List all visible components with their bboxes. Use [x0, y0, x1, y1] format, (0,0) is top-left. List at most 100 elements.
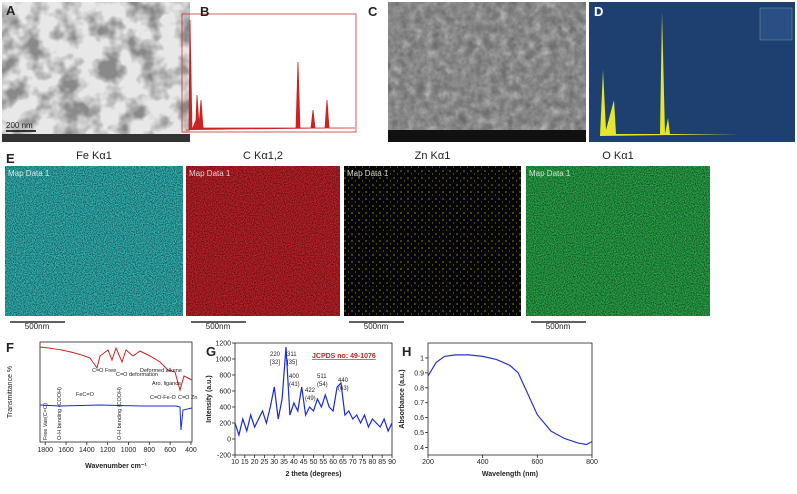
- map-title: O Kα1: [602, 150, 633, 162]
- map-caption: Map Data 1: [189, 169, 231, 178]
- scale-label: 500nm: [546, 322, 571, 331]
- x-tick-label: 400: [477, 459, 489, 466]
- scale-label: 500nm: [364, 322, 389, 331]
- x-tick-label: 200: [422, 459, 434, 466]
- map-caption: Map Data 1: [347, 169, 389, 178]
- x-tick-label: 1000: [121, 447, 137, 454]
- y-axis-label: Absorbance (a.u.): [399, 369, 406, 428]
- peak-label: 311: [287, 352, 297, 358]
- map-title: C Kα1,2: [243, 150, 283, 162]
- map-dots: [344, 166, 521, 316]
- map-caption: Map Data 1: [529, 169, 571, 178]
- plot-frame: [39, 341, 193, 443]
- x-tick-label: 80: [368, 459, 376, 466]
- annotation: Aro. ligands: [152, 381, 181, 387]
- info-bar: [388, 130, 586, 142]
- x-tick-label: 85: [378, 459, 386, 466]
- peak-label: 511: [317, 374, 327, 380]
- y-tick-label: 1000: [215, 357, 231, 364]
- peak-label: (49): [305, 396, 316, 402]
- y-tick-label: 0.6: [414, 415, 424, 422]
- x-tick-label: 1200: [100, 447, 116, 454]
- y-tick-label: 0: [227, 437, 231, 444]
- eds-frame: [181, 13, 357, 133]
- y-tick-label: 0.4: [414, 445, 424, 452]
- scale-label: 200 nm: [6, 121, 33, 130]
- x-tick-label: 800: [586, 459, 598, 466]
- y-tick-label: 0.8: [414, 385, 424, 392]
- peak-label: 400: [289, 374, 300, 380]
- annotation: O-H bending (COOH): [117, 387, 123, 440]
- panel-label: A: [6, 3, 16, 18]
- peak-label: 220: [270, 352, 281, 358]
- map-texture: [5, 166, 183, 316]
- plot-frame: [427, 342, 593, 456]
- x-tick-label: 50: [310, 459, 318, 466]
- x-tick-label: 35: [280, 459, 288, 466]
- eds-spectrum: [186, 19, 355, 131]
- y-tick-label: 1200: [215, 341, 231, 348]
- peak-label: (41): [289, 382, 300, 388]
- y-tick-label: 200: [219, 421, 231, 428]
- ftir-curve: [39, 346, 193, 392]
- map-title: Fe Kα1: [76, 150, 112, 162]
- y-tick-label: 800: [219, 373, 231, 380]
- info-bar: [2, 134, 190, 142]
- panel-label: F: [6, 340, 14, 355]
- x-tick-label: 65: [339, 459, 347, 466]
- y-tick-label: 0.5: [414, 430, 424, 437]
- x-tick-label: 10: [231, 459, 239, 466]
- x-tick-label: 40: [290, 459, 298, 466]
- x-tick-label: 20: [251, 459, 259, 466]
- x-tick-label: 60: [329, 459, 337, 466]
- map-title: Zn Kα1: [415, 150, 451, 162]
- y-axis-label: Transmittance %: [7, 366, 14, 418]
- annotation: C=O deformation: [116, 372, 158, 378]
- peak-label: 422: [305, 388, 316, 394]
- ftir-curve: [39, 404, 193, 431]
- annotation: FeC=O: [76, 392, 95, 398]
- sem-texture: [388, 2, 586, 130]
- tem-texture: [2, 2, 190, 134]
- panel-label: G: [206, 344, 216, 359]
- eds-panel: [193, 2, 385, 142]
- y-tick-label: 0.7: [414, 400, 424, 407]
- map-texture: [526, 166, 710, 316]
- panel-label: C: [368, 4, 378, 19]
- peak-label: [32]: [270, 360, 280, 366]
- x-tick-label: 800: [143, 447, 155, 454]
- y-tick-label: -200: [217, 453, 231, 460]
- annotation: O-H bending (COOH): [57, 387, 63, 440]
- map-caption: Map Data 1: [8, 169, 50, 178]
- panel-label: H: [402, 344, 411, 359]
- x-axis-label: Wavelength (nm): [482, 471, 538, 478]
- data-line: [427, 354, 593, 446]
- y-tick-label: 400: [219, 405, 231, 412]
- y-tick-label: 0.9: [414, 370, 424, 377]
- peak-label: [35]: [287, 360, 297, 366]
- annotation: C=O Zn: [178, 395, 197, 401]
- x-tick-label: 30: [270, 459, 278, 466]
- reference: JCPDS no: 49-1076: [312, 353, 376, 360]
- x-tick-label: 70: [349, 459, 357, 466]
- x-tick-label: 1600: [58, 447, 74, 454]
- x-tick-label: 1800: [37, 447, 53, 454]
- y-tick-label: 600: [219, 389, 231, 396]
- peak-label: (63): [338, 386, 349, 392]
- x-tick-label: 15: [241, 459, 249, 466]
- x-tick-label: 600: [164, 447, 176, 454]
- x-tick-label: 25: [261, 459, 269, 466]
- x-tick-label: 75: [359, 459, 367, 466]
- scale-label: 500nm: [206, 322, 231, 331]
- map-texture: [186, 166, 340, 316]
- panel-label: D: [594, 4, 603, 19]
- peak-label: (54): [317, 382, 328, 388]
- scale-label: 500nm: [25, 322, 50, 331]
- x-tick-label: 600: [531, 459, 543, 466]
- x-tick-label: 400: [185, 447, 197, 454]
- x-tick-label: 55: [319, 459, 327, 466]
- x-tick-label: 1400: [79, 447, 95, 454]
- x-tick-label: 45: [300, 459, 308, 466]
- annotation: Free Vas(C=O): [43, 403, 49, 440]
